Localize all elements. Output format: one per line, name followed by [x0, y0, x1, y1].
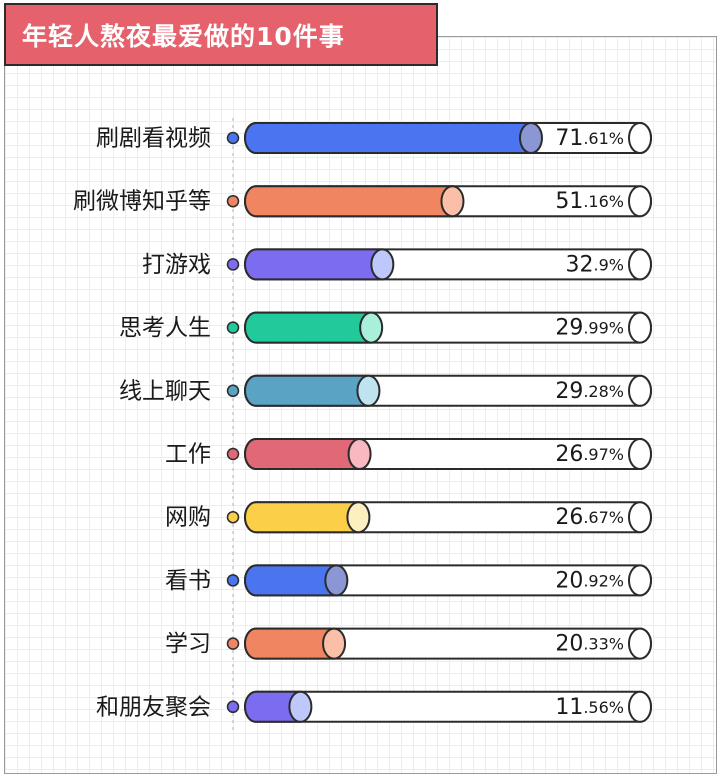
bar-cap — [324, 564, 349, 597]
bar — [244, 501, 360, 534]
bar — [244, 438, 361, 470]
value-label: 51.16% — [555, 189, 624, 214]
bar-cap — [346, 501, 371, 534]
value-label: 20.33% — [555, 632, 624, 657]
bar-cap — [440, 185, 465, 218]
bar-track-end — [628, 311, 652, 344]
chart-title-box: 年轻人熬夜最爱做的10件事 — [4, 3, 438, 66]
value-label: 26.67% — [555, 505, 624, 530]
category-dot — [226, 637, 240, 650]
category-dot — [226, 700, 240, 714]
category-label: 和朋友聚会 — [96, 694, 211, 720]
category-dot — [226, 384, 240, 398]
value-label: 71.61% — [555, 126, 624, 151]
category-dot — [226, 131, 240, 145]
bar-track-end — [628, 690, 652, 723]
bar-cap — [518, 122, 543, 154]
category-dot — [226, 194, 240, 208]
category-label: 工作 — [165, 442, 211, 468]
bar — [244, 690, 302, 723]
chart-title: 年轻人熬夜最爱做的10件事 — [22, 21, 345, 51]
bar-track-end — [628, 185, 652, 218]
bar — [244, 627, 336, 660]
bar-cap — [288, 690, 313, 723]
category-label: 网购 — [165, 505, 211, 531]
bar-track-end — [628, 501, 652, 534]
value-label: 29.28% — [555, 379, 624, 404]
bar — [244, 564, 338, 597]
bar — [244, 311, 373, 344]
bar-track-end — [628, 627, 652, 660]
category-label: 线上聊天 — [119, 378, 211, 404]
category-label: 刷微博知乎等 — [73, 189, 211, 215]
category-label: 学习 — [165, 631, 211, 657]
bar — [244, 248, 384, 281]
bar-track-end — [628, 122, 652, 154]
value-label: 20.92% — [555, 568, 624, 593]
value-label: 29.99% — [555, 316, 624, 341]
value-label: 11.56% — [555, 695, 624, 720]
bar-cap — [359, 311, 384, 344]
bar-track-end — [628, 248, 652, 281]
category-dot — [226, 321, 240, 334]
bar-cap — [356, 374, 381, 407]
bar — [244, 374, 370, 407]
bar-cap — [322, 627, 347, 660]
category-label: 思考人生 — [119, 315, 211, 341]
bar-cap — [370, 248, 395, 281]
value-label: 26.97% — [555, 442, 624, 467]
category-dot — [226, 510, 240, 524]
bar — [244, 122, 532, 154]
bar-track-end — [628, 438, 652, 470]
category-label: 刷剧看视频 — [96, 126, 211, 152]
category-dot — [226, 447, 240, 461]
category-label: 看书 — [165, 568, 211, 594]
bar-cap — [347, 438, 372, 470]
bar-track-end — [628, 564, 652, 597]
category-label: 打游戏 — [142, 252, 211, 278]
bar-track-end — [628, 374, 652, 407]
category-dot — [226, 258, 240, 271]
bar — [244, 185, 454, 218]
value-label: 32.9% — [566, 252, 624, 277]
category-dot — [226, 574, 240, 587]
